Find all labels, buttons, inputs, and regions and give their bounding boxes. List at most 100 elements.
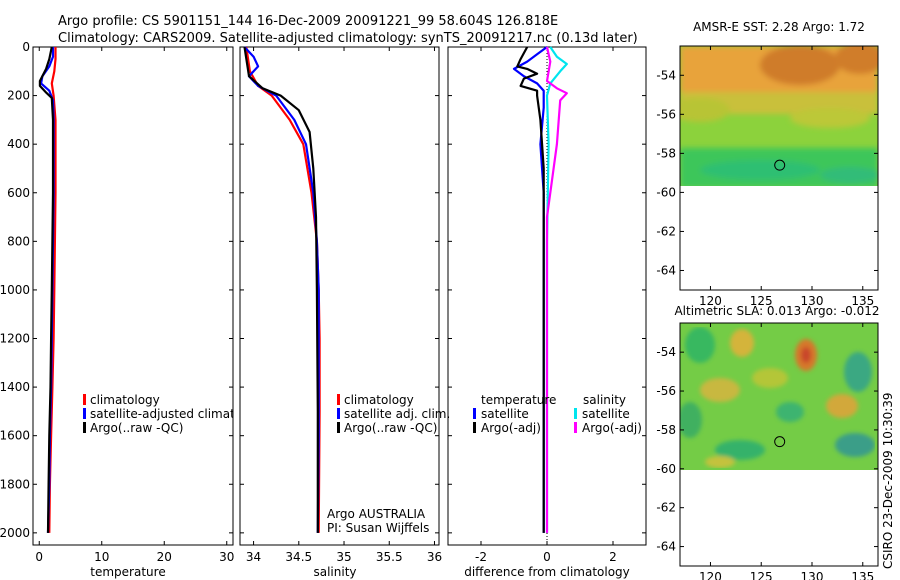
x-tick-label: 35 [336, 550, 351, 564]
x-tick-label: 34 [246, 550, 261, 564]
map-y-tick-label: -64 [656, 540, 676, 554]
sst-map-panel: AMSR-E SST: 2.28 Argo: 1.72 120 125 130 135… [656, 20, 879, 308]
figure-title-line2: Climatology: CARS2009. Satellite-adjuste… [58, 31, 638, 46]
y-tick-label: 1400 [0, 380, 30, 394]
legend-label-temp-argo: Argo(-adj) [481, 421, 541, 435]
map-y-tick-label: -58 [656, 146, 676, 160]
x-tick-label: 36 [427, 550, 442, 564]
y-tick-label: 600 [7, 186, 30, 200]
sla-argo-marker [774, 436, 786, 448]
sla-map-panel: Altimetric SLA: 0.013 Argo: -0.012 120 [656, 304, 879, 580]
temperature-x-ticks: 0 10 20 30 [35, 47, 234, 564]
legend-swatch-sal-argo [574, 422, 577, 433]
difference-xlabel: difference from climatology [464, 565, 630, 579]
sla-map-frame [679, 322, 879, 567]
series-line-argo-raw-qc- [38, 46, 55, 533]
sla-map-title: Altimetric SLA: 0.013 Argo: -0.012 [674, 304, 879, 318]
map-y-tick-label: -56 [656, 107, 676, 121]
legend-swatch-sal-satellite [574, 408, 577, 419]
y-tick-label: 400 [7, 137, 30, 151]
legend-swatch-argo-raw [337, 422, 340, 433]
sla-field [680, 323, 878, 470]
series-line-satellite-adj-clim- [243, 46, 320, 533]
sst-field [680, 46, 878, 186]
y-tick-label: 200 [7, 89, 30, 103]
y-tick-label: 1200 [0, 332, 30, 346]
map-y-tick-label: -62 [656, 224, 676, 238]
temperature-legend: climatology satellite-adjusted climatolo… [83, 393, 260, 435]
map-y-tick-label: -62 [656, 501, 676, 515]
difference-series [512, 46, 568, 533]
map-x-tick-label: 135 [851, 294, 874, 308]
argo-position-marker [774, 159, 786, 171]
y-tick-label: 800 [7, 234, 30, 248]
y-tick-label: 1800 [0, 477, 30, 491]
salinity-legend: climatology satellite adj. clim. Argo(..… [337, 393, 450, 435]
salinity-plot-frame [239, 46, 440, 546]
legend-label-sal-satellite: satellite [582, 407, 630, 421]
argo-position-marker [774, 436, 786, 448]
sla-x-ticks: 120 125 130 135 [699, 323, 874, 580]
map-y-tick-label: -56 [656, 384, 676, 398]
map-y-tick-label: -54 [656, 68, 676, 82]
series-line-salinity-argo-adj- [545, 46, 568, 533]
salinity-x-ticks: 34 34.5 35 35.5 36 [246, 47, 442, 564]
legend-swatch-satellite-adj [337, 408, 340, 419]
sst-argo-marker [774, 159, 786, 171]
legend-label-temp-satellite: satellite [481, 407, 529, 421]
map-x-tick-label: 125 [750, 294, 773, 308]
salinity-series [243, 46, 321, 533]
y-tick-label: 1000 [0, 283, 30, 297]
map-y-tick-label: -54 [656, 345, 676, 359]
legend-swatch-climatology [83, 394, 86, 405]
legend-header-temperature: temperature [481, 393, 556, 407]
x-tick-label: 10 [94, 550, 109, 564]
legend-swatch-argo-raw [83, 422, 86, 433]
sst-map-title: AMSR-E SST: 2.28 Argo: 1.72 [693, 20, 865, 34]
difference-legend-temperature: temperature satellite Argo(-adj) [473, 393, 556, 435]
map-y-tick-label: -60 [656, 185, 676, 199]
series-line-salinity-satellite [545, 46, 568, 533]
temperature-panel: 0 10 20 30 0 200 400 600 800 1000 1200 1400 1600 180… [0, 40, 260, 579]
salinity-panel: 34 34.5 35 35.5 36 salinity climatology sate… [239, 46, 450, 579]
y-tick-label: 0 [22, 40, 30, 54]
sst-x-ticks: 120 125 130 135 [699, 46, 874, 308]
salinity-xlabel: salinity [313, 565, 356, 579]
legend-label-satellite-adjusted: satellite-adjusted climatolog [90, 407, 260, 421]
x-tick-label: 30 [219, 550, 234, 564]
sst-map-frame [679, 45, 879, 291]
y-tick-label: 2000 [0, 526, 30, 540]
x-tick-label: 35.5 [376, 550, 403, 564]
map-x-tick-label: 135 [851, 570, 874, 580]
series-line-climatology [48, 47, 57, 533]
x-tick-label: 34.5 [285, 550, 312, 564]
difference-y-ticks [448, 46, 646, 534]
figure-title-line1: Argo profile: CS 5901151_144 16-Dec-2009… [58, 14, 558, 29]
map-y-tick-label: -58 [656, 423, 676, 437]
difference-panel: -2 0 2 difference from climatology tempera… [447, 46, 647, 579]
sst-y-ticks: -54 -56 -58 -60 -62 -64 [656, 68, 878, 277]
legend-swatch-temp-satellite [473, 408, 476, 419]
argo-pi-label: PI: Susan Wijffels [327, 521, 429, 535]
series-line-climatology [245, 46, 321, 533]
temperature-y-ticks: 0 200 400 600 800 1000 1200 1400 1600 1800 2000 [0, 40, 233, 540]
temperature-xlabel: temperature [90, 565, 165, 579]
legend-swatch-temp-argo [473, 422, 476, 433]
temperature-series [38, 46, 57, 533]
legend-label-argo-raw: Argo(..raw -QC) [344, 421, 437, 435]
legend-label-argo-raw: Argo(..raw -QC) [90, 421, 183, 435]
legend-label-climatology: climatology [344, 393, 414, 407]
map-x-tick-label: 130 [801, 294, 824, 308]
legend-label-satellite-adj: satellite adj. clim. [344, 407, 450, 421]
map-x-tick-label: 120 [699, 570, 722, 580]
salinity-y-ticks [240, 46, 439, 534]
argo-program-label: Argo AUSTRALIA [327, 507, 426, 521]
series-line-temperature-satellite [512, 46, 548, 533]
x-tick-label: -2 [475, 550, 487, 564]
series-line-temperature-argo-adj- [516, 46, 545, 533]
sla-y-ticks: -54 -56 -58 -60 -62 -64 [656, 345, 878, 554]
legend-header-salinity: salinity [583, 393, 626, 407]
temperature-plot-frame [32, 46, 234, 546]
x-tick-label: 0 [35, 550, 43, 564]
